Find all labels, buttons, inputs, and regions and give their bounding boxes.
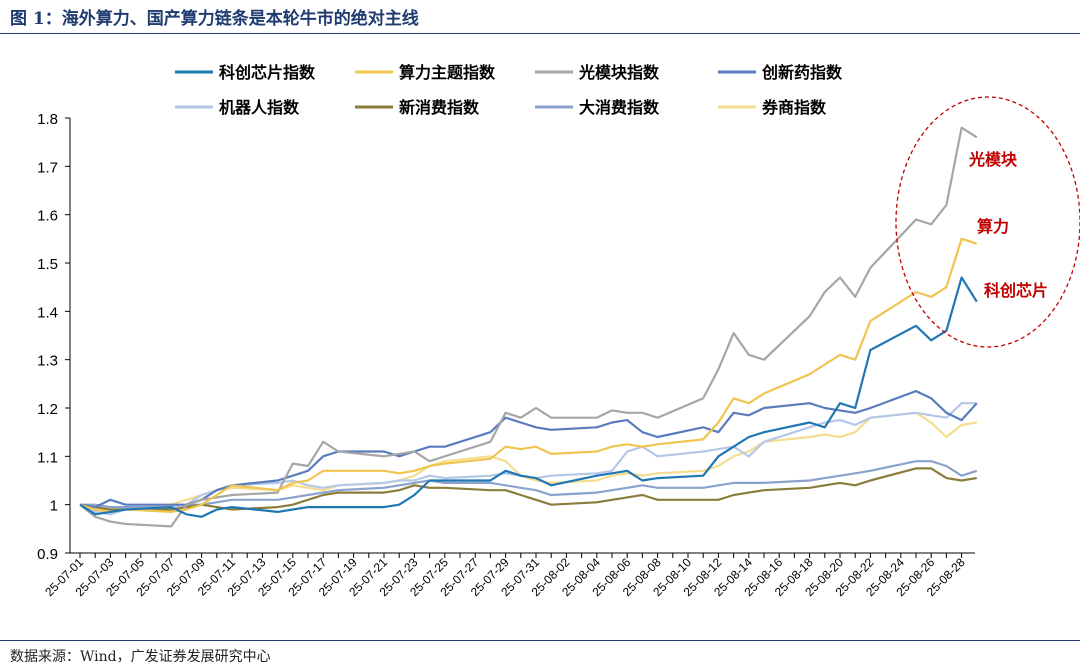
legend-label: 新消费指数 bbox=[399, 98, 480, 117]
legend-label: 券商指数 bbox=[761, 98, 827, 117]
legend-label: 科创芯片指数 bbox=[219, 63, 316, 82]
series-line bbox=[79, 237, 978, 513]
title-divider bbox=[0, 33, 1080, 34]
annotation-label: 光模块 bbox=[968, 150, 1018, 169]
series-line bbox=[79, 126, 978, 528]
legend-label: 大消费指数 bbox=[579, 98, 660, 117]
figure-title: 图 1：海外算力、国产算力链条是本轮牛市的绝对主线 bbox=[10, 9, 419, 29]
annotation-label: 科创芯片 bbox=[984, 281, 1048, 300]
chart-axes: 0.911.11.21.31.41.51.61.71.825-07-0125-0… bbox=[37, 111, 975, 599]
y-tick-label: 1.8 bbox=[37, 111, 58, 128]
y-tick-label: 0.9 bbox=[37, 546, 58, 563]
y-tick-label: 1 bbox=[50, 498, 58, 515]
legend-label: 创新药指数 bbox=[761, 63, 843, 82]
y-tick-label: 1.4 bbox=[37, 304, 58, 321]
series-line bbox=[79, 467, 977, 511]
series-line bbox=[79, 276, 978, 518]
y-tick-label: 1.3 bbox=[37, 353, 58, 370]
y-tick-label: 1.5 bbox=[37, 256, 58, 273]
y-tick-label: 1.1 bbox=[37, 449, 58, 466]
annotation-label: 算力 bbox=[977, 217, 1009, 236]
y-tick-label: 1.7 bbox=[37, 159, 58, 176]
source-note: 数据来源：Wind，广发证券发展研究中心 bbox=[10, 649, 271, 665]
series-line bbox=[79, 390, 978, 509]
footer-divider bbox=[0, 640, 1080, 641]
plot-area bbox=[79, 126, 978, 528]
series-line bbox=[80, 460, 978, 509]
legend-label: 机器人指数 bbox=[219, 98, 300, 117]
y-tick-label: 1.2 bbox=[37, 401, 58, 418]
y-tick-label: 1.6 bbox=[37, 208, 58, 225]
dashed-ellipse bbox=[895, 96, 1080, 348]
legend-label: 光模块指数 bbox=[578, 63, 660, 82]
legend-label: 算力主题指数 bbox=[399, 63, 496, 82]
